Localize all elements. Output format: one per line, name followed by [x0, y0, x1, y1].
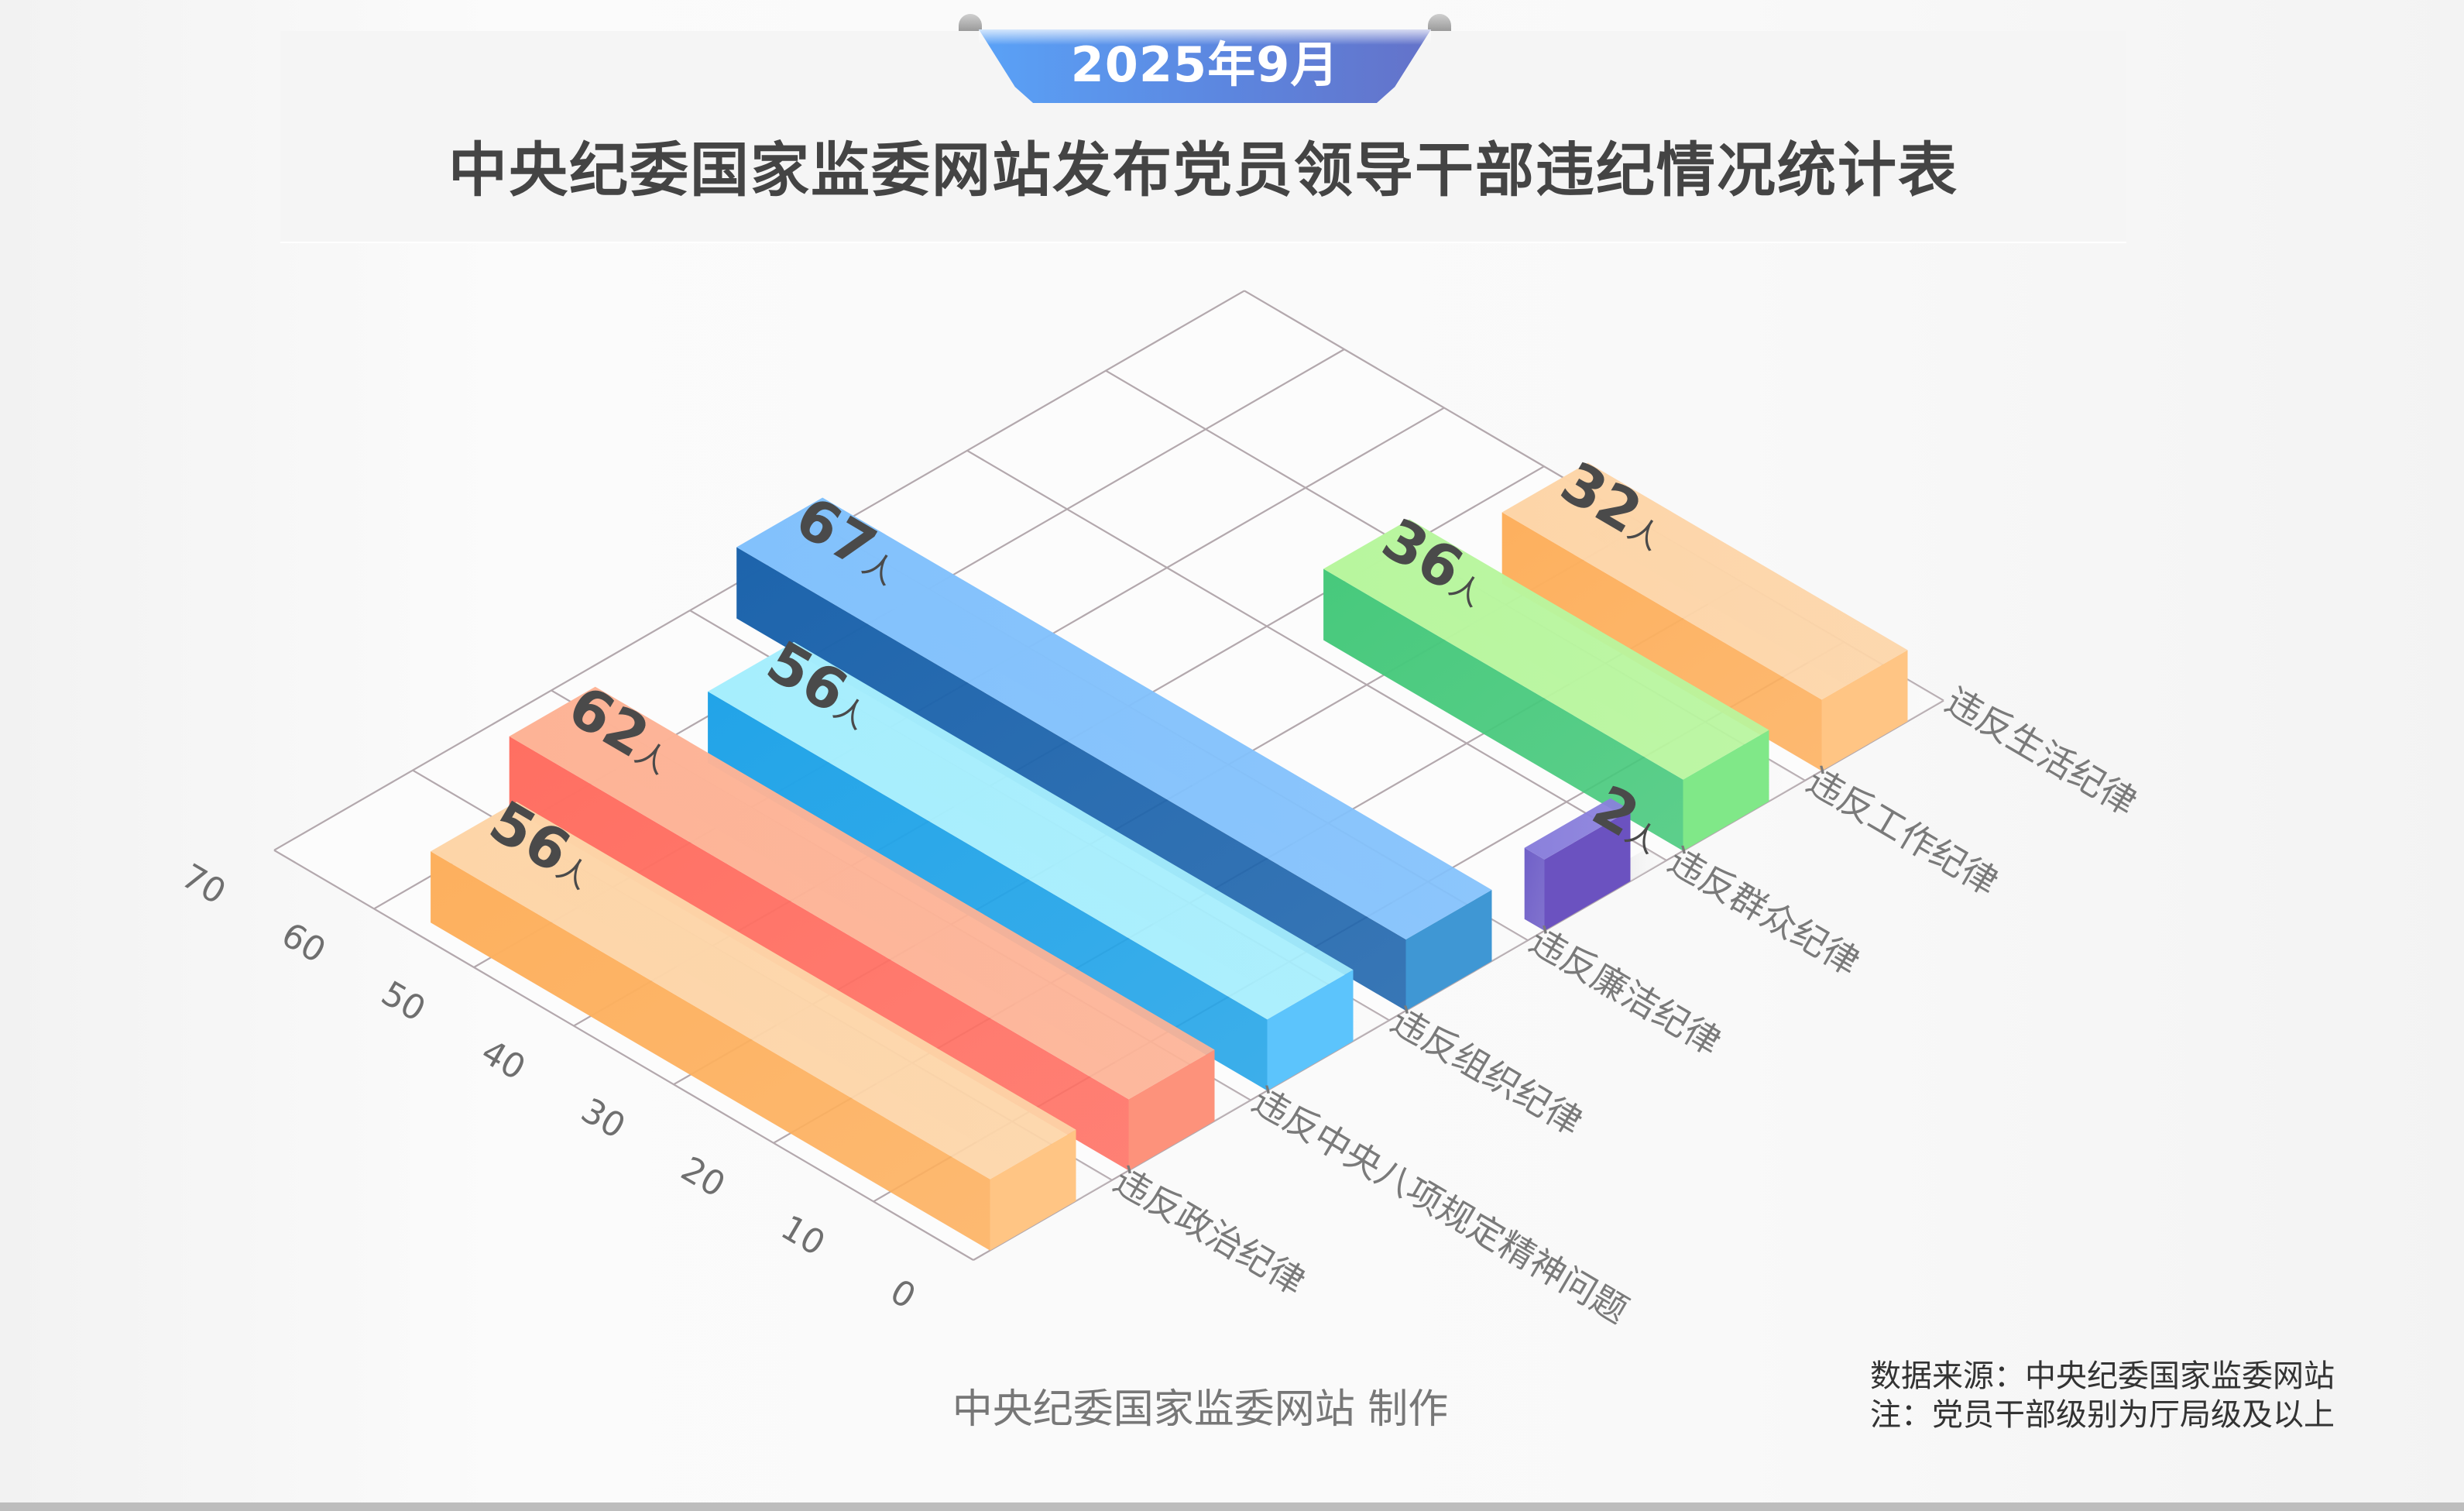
- value-tick-label: 20: [674, 1149, 732, 1205]
- bar-top-face: [431, 802, 1076, 1180]
- bar-end-face: [1821, 650, 1908, 771]
- category-label: 违反工作纪律: [1800, 759, 2005, 903]
- value-tick-label: 30: [575, 1090, 632, 1146]
- bar-top-face: [1501, 462, 1908, 700]
- bar-side-face: [1501, 512, 1822, 771]
- bar-4: 2人: [1524, 773, 1666, 931]
- bar-side-face: [736, 547, 1406, 1011]
- bar-top-face: [708, 641, 1354, 1020]
- gridline-category-0: [273, 849, 974, 1261]
- ribbon-curl-right: [1428, 14, 1451, 31]
- bar-end-face: [1683, 730, 1769, 851]
- bar-side-face: [708, 691, 1268, 1091]
- footer-notes: 数据来源：中央纪委国家监委网站 注：党员干部级别为厅局级及以上: [1870, 1357, 2412, 1434]
- bar-0: 56人: [431, 788, 1112, 1251]
- bar-end-face: [990, 1129, 1076, 1251]
- category-label: 违反组织纪律: [1384, 999, 1589, 1143]
- ribbon-shade: [979, 29, 1431, 45]
- bar-6: 32人: [1501, 449, 1944, 771]
- value-tick-label: 0: [884, 1272, 922, 1317]
- gridline-category-5: [966, 449, 1667, 861]
- bar-side-face: [509, 736, 1129, 1171]
- category-label: 违反政治纪律: [1107, 1159, 1312, 1303]
- bar-end-face: [1544, 809, 1631, 931]
- bar-end-face: [1128, 1049, 1215, 1171]
- footnote: 注：党员干部级别为厅局级及以上: [1870, 1397, 2335, 1433]
- page-title: 中央纪委国家监委网站发布党员领导干部违纪情况统计表: [448, 136, 1958, 204]
- gridline-value-0: [973, 699, 1944, 1261]
- value-tick-label: 10: [774, 1208, 832, 1264]
- bar-top-face: [1323, 519, 1769, 780]
- data-source: 数据来源：中央纪委国家监委网站: [1870, 1358, 2335, 1394]
- bar-2: 56人: [708, 628, 1389, 1091]
- value-tick-label: 60: [275, 915, 332, 970]
- value-tick-label: 50: [375, 974, 432, 1029]
- bar-3: 67人: [736, 484, 1528, 1011]
- ribbon-curl-left: [959, 14, 982, 31]
- bar-5: 36人: [1323, 506, 1805, 851]
- bar-end-face: [1267, 970, 1354, 1091]
- bar-top-face: [736, 497, 1492, 939]
- bar-side-face: [1323, 568, 1683, 851]
- category-label: 违反廉洁纪律: [1522, 919, 1728, 1063]
- value-tick-label: 40: [475, 1032, 532, 1088]
- credit-text: 中央纪委国家监委网站 制作: [952, 1386, 1449, 1433]
- bar-side-face: [431, 851, 990, 1251]
- date-ribbon: 2025年9月: [959, 14, 1451, 107]
- date-badge: 2025年9月: [1070, 36, 1340, 93]
- bar-side-face: [1524, 847, 1545, 931]
- bar-end-face: [1405, 890, 1492, 1011]
- bottom-strip: [0, 1502, 2464, 1511]
- bar-top-face: [509, 686, 1215, 1100]
- bar-top-face: [1524, 798, 1631, 860]
- category-label: 违反生活纪律: [1938, 679, 2143, 823]
- bar-1: 62人: [509, 673, 1251, 1171]
- value-tick-label: 70: [175, 857, 232, 912]
- category-label: 违反群众纪律: [1661, 840, 1866, 984]
